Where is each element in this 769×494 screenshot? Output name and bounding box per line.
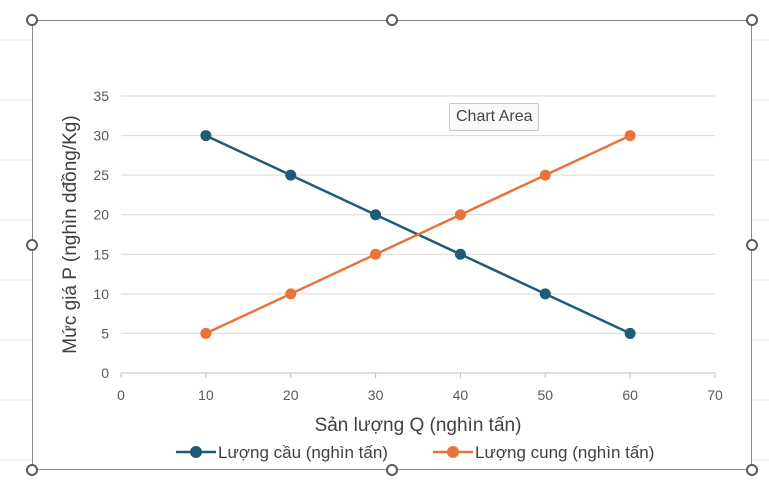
series-line-1 (205, 134, 631, 335)
legend-label-0: Lượng cầu (nghìn tấn) (218, 443, 388, 462)
resize-handle-top-center[interactable] (386, 14, 398, 26)
data-point (454, 209, 466, 221)
x-tick-label: 30 (368, 387, 384, 403)
data-point (539, 288, 551, 300)
y-tick-label: 15 (93, 246, 109, 262)
resize-handle-middle-right[interactable] (746, 239, 758, 251)
data-point (285, 288, 297, 300)
x-tick-label: 70 (707, 387, 723, 403)
y-axis-title: Mức giá P (nghìn dđồng/Kg) (60, 115, 81, 353)
x-tick-label: 10 (198, 387, 214, 403)
data-point (370, 248, 382, 260)
resize-handle-top-right[interactable] (746, 14, 758, 26)
data-point (454, 248, 466, 260)
resize-handle-bottom-left[interactable] (26, 464, 38, 476)
x-tick-label: 0 (117, 387, 125, 403)
y-tick-label: 35 (93, 88, 109, 104)
resize-handle-top-left[interactable] (26, 14, 38, 26)
y-tick-label: 20 (93, 207, 109, 223)
y-tick-label: 5 (101, 325, 109, 341)
x-axis-title: Sản lượng Q (nghìn tấn) (315, 415, 522, 436)
data-point (624, 327, 636, 339)
data-point (200, 327, 212, 339)
resize-handle-middle-left[interactable] (26, 239, 38, 251)
legend-marker-0 (190, 446, 202, 458)
data-point (200, 130, 212, 142)
data-point (539, 169, 551, 181)
resize-handle-bottom-center[interactable] (386, 464, 398, 476)
x-tick-label: 50 (537, 387, 553, 403)
data-point (370, 209, 382, 221)
legend-label-1: Lượng cung (nghìn tấn) (475, 443, 654, 462)
x-tick-label: 60 (622, 387, 638, 403)
data-point (624, 130, 636, 142)
chart-area-tooltip: Chart Area (449, 103, 540, 131)
resize-handle-bottom-right[interactable] (746, 464, 758, 476)
y-tick-label: 25 (93, 167, 109, 183)
y-tick-label: 30 (93, 128, 109, 144)
legend-marker-1 (447, 446, 459, 458)
x-tick-label: 40 (453, 387, 469, 403)
y-tick-label: 0 (101, 365, 109, 381)
y-tick-label: 10 (93, 286, 109, 302)
data-point (285, 169, 297, 181)
x-tick-label: 20 (283, 387, 299, 403)
